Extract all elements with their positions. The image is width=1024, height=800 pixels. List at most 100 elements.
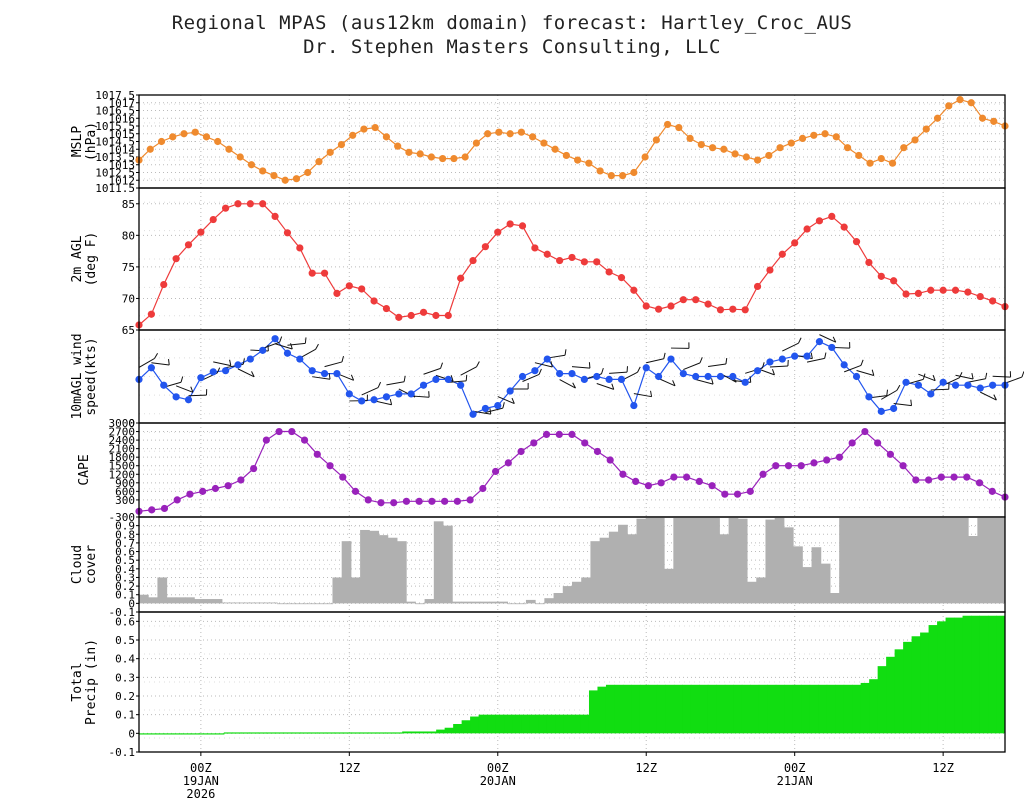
wind-barb-shaft	[411, 395, 430, 398]
wind-barb-feather	[711, 378, 714, 385]
wind-barb-feather	[403, 375, 406, 382]
wind-barb-shaft	[918, 373, 936, 382]
precip-bar	[189, 733, 199, 735]
mslp-data-point	[461, 153, 469, 161]
wind-barb-feather	[959, 372, 963, 378]
temp-data-point	[753, 282, 762, 291]
wind-barb-feather	[588, 362, 591, 369]
cloud-cover-bar	[507, 603, 518, 605]
wind-barb-shaft	[967, 378, 986, 383]
mslp-data-point	[484, 130, 492, 138]
cape-data-point	[746, 487, 754, 495]
wind-barb-shaft	[188, 394, 207, 397]
temp-data-point	[778, 250, 786, 258]
wind-barb-feather	[315, 343, 319, 350]
wind-barb-shaft	[262, 341, 280, 349]
wind-barb-shaft	[955, 374, 974, 380]
cape-data-point	[250, 464, 258, 473]
cloud-y-tick-label: 0	[128, 597, 135, 610]
cloud-cover-bar	[829, 593, 840, 604]
precip-bar	[580, 714, 590, 734]
wind-barb-feather	[832, 336, 837, 343]
cloud-cover-bar	[525, 599, 536, 604]
temp-data-point	[147, 310, 155, 318]
cloud-cover-bar	[885, 517, 895, 604]
cape-data-point	[173, 496, 181, 504]
mslp-data-point	[517, 128, 525, 136]
wind-barb-feather	[699, 357, 703, 364]
precip-bar	[682, 684, 692, 734]
wind-barb-feather	[993, 394, 997, 401]
cape-data-point	[924, 476, 933, 484]
wind-barb-feather	[350, 374, 355, 381]
cloud-cover-bar	[581, 577, 591, 604]
cloud-cover-bar	[516, 603, 527, 605]
mslp-data-point	[506, 130, 514, 138]
precip-bar	[869, 679, 879, 734]
mslp-data-point	[349, 131, 357, 139]
wind-y-axis-label: 10mAGL wind	[70, 333, 85, 419]
precip-y-tick-label: -0.1	[109, 746, 136, 759]
precip-bar	[470, 716, 480, 734]
cloud-cover-bar	[194, 599, 204, 604]
cape-data-point	[937, 473, 945, 481]
wind-barb-feather	[564, 349, 567, 356]
cloud-cover-bar	[415, 603, 426, 605]
wind-barb-feather	[377, 381, 382, 388]
wind-data-point	[741, 378, 749, 386]
cape-data-point	[963, 473, 971, 481]
cloud-cover-bar	[820, 563, 831, 604]
temp-data-point	[531, 244, 539, 252]
cape-data-point	[632, 477, 640, 485]
cloud-cover-bar	[443, 525, 453, 604]
wind-barb-shaft	[423, 367, 441, 375]
precip-bar	[249, 732, 259, 734]
precip-bar	[920, 632, 930, 734]
wind-barb-feather	[871, 369, 875, 376]
wind-barb-feather	[886, 389, 889, 396]
mslp-data-point	[416, 150, 424, 158]
precip-bar	[928, 625, 938, 734]
wind-data-point	[828, 343, 836, 352]
temp-data-point	[617, 274, 626, 282]
cape-data-point	[491, 467, 500, 476]
cloud-cover-bar	[765, 519, 776, 604]
wind-barb-shaft	[856, 370, 874, 376]
temp-data-point	[803, 225, 811, 233]
temp-data-point	[259, 200, 267, 208]
mslp-data-point	[990, 117, 998, 125]
temp-data-point	[655, 305, 663, 313]
wind-barb-feather	[860, 359, 864, 366]
mslp-data-point	[540, 139, 548, 147]
cloud-cover-bar	[774, 517, 785, 604]
wind-barb-feather	[154, 352, 159, 359]
wind-barb-shaft	[361, 387, 379, 396]
mslp-data-point	[382, 133, 391, 141]
wind-data-point	[840, 361, 848, 369]
temp-data-point	[766, 266, 774, 274]
precip-bar	[707, 684, 717, 734]
mslp-data-point	[866, 159, 874, 167]
wind-data-point	[345, 390, 353, 398]
temp-data-point	[951, 286, 960, 294]
cloud-cover-bar	[747, 581, 757, 604]
precip-bar	[860, 682, 870, 734]
cloud-cover-bar	[139, 594, 149, 604]
temp-data-point	[642, 302, 650, 310]
mslp-data-point	[933, 114, 942, 122]
cape-data-point	[644, 482, 653, 490]
wind-barb-shaft	[782, 342, 799, 352]
temp-data-point	[283, 229, 292, 237]
cloud-cover-bar	[185, 597, 195, 604]
cape-data-point	[466, 496, 474, 504]
cloud-cover-bar	[995, 517, 1006, 604]
wind-barb-feather	[798, 337, 802, 344]
precip-bar	[690, 684, 700, 734]
wind-barb-shaft	[658, 378, 676, 387]
mslp-data-point	[259, 167, 267, 175]
precip-bar	[300, 732, 310, 734]
precip-bar	[656, 684, 666, 734]
temp-data-point	[976, 292, 984, 301]
wind-data-point	[914, 381, 923, 389]
precip-bar	[393, 732, 403, 734]
